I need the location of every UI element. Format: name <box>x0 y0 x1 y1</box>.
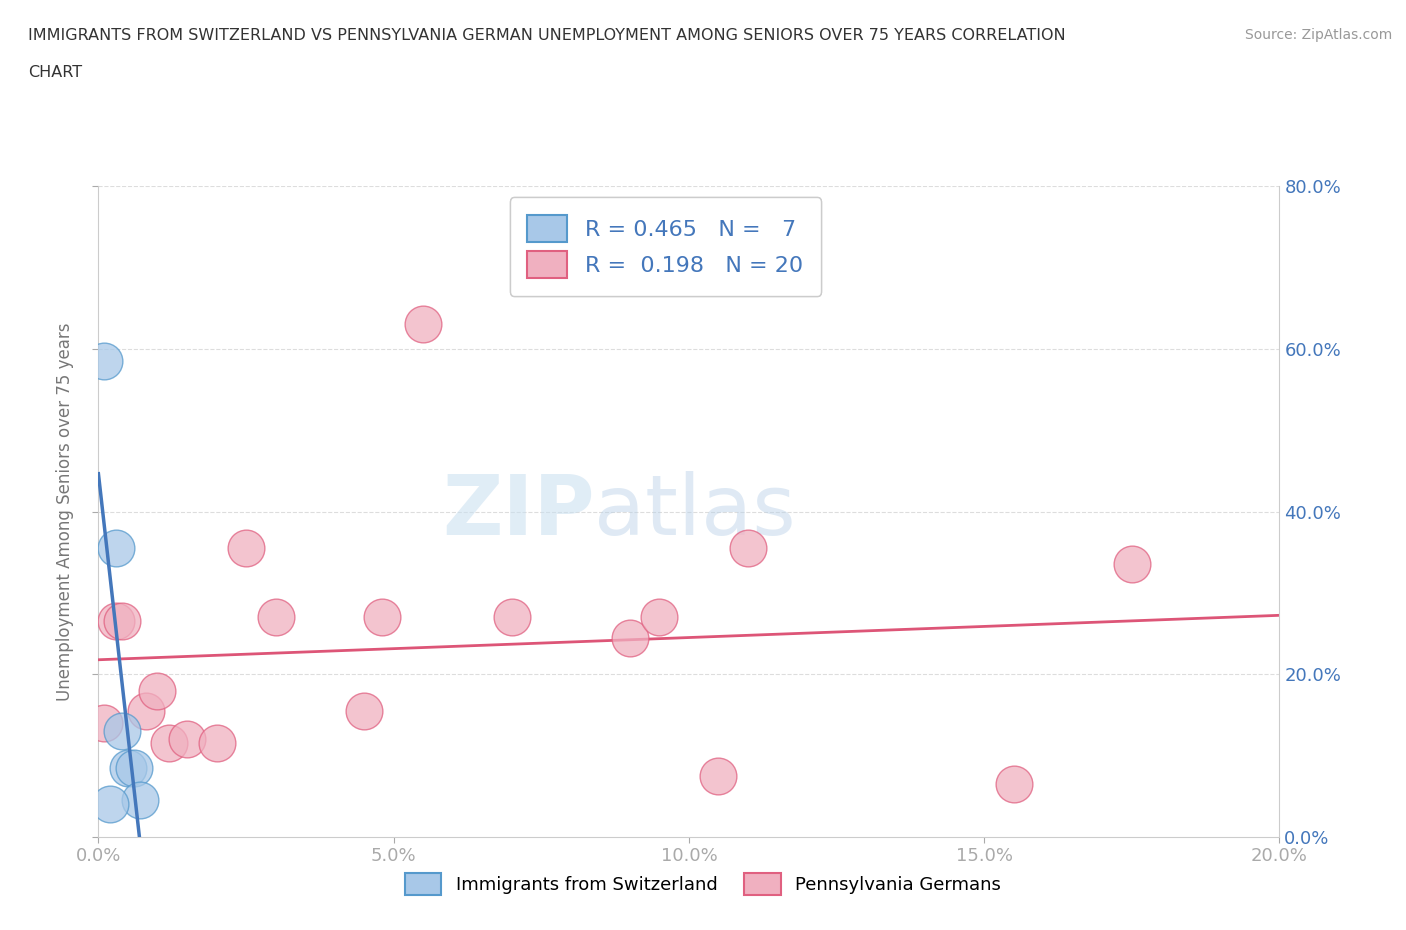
Text: Source: ZipAtlas.com: Source: ZipAtlas.com <box>1244 28 1392 42</box>
Point <box>135 703 157 718</box>
Point <box>1121 557 1143 572</box>
Point <box>264 610 287 625</box>
Point <box>707 768 730 783</box>
Point <box>111 614 134 629</box>
Point <box>157 736 180 751</box>
Text: ZIP: ZIP <box>441 471 595 552</box>
Legend: Immigrants from Switzerland, Pennsylvania Germans: Immigrants from Switzerland, Pennsylvani… <box>398 866 1008 902</box>
Point <box>205 736 228 751</box>
Point <box>105 614 128 629</box>
Point <box>648 610 671 625</box>
Text: CHART: CHART <box>28 65 82 80</box>
Point <box>353 703 375 718</box>
Point <box>122 761 145 776</box>
Y-axis label: Unemployment Among Seniors over 75 years: Unemployment Among Seniors over 75 years <box>56 323 75 700</box>
Point <box>371 610 394 625</box>
Point <box>176 732 198 747</box>
Point <box>146 684 169 698</box>
Legend: R = 0.465   N =   7, R =  0.198   N = 20: R = 0.465 N = 7, R = 0.198 N = 20 <box>509 197 821 296</box>
Text: atlas: atlas <box>595 471 796 552</box>
Point <box>412 317 434 332</box>
Point <box>501 610 523 625</box>
Point <box>737 540 759 555</box>
Point <box>93 353 115 368</box>
Point <box>235 540 257 555</box>
Point <box>1002 777 1025 791</box>
Point <box>619 631 641 645</box>
Text: IMMIGRANTS FROM SWITZERLAND VS PENNSYLVANIA GERMAN UNEMPLOYMENT AMONG SENIORS OV: IMMIGRANTS FROM SWITZERLAND VS PENNSYLVA… <box>28 28 1066 43</box>
Point <box>98 797 121 812</box>
Point <box>105 540 128 555</box>
Point <box>111 724 134 738</box>
Point <box>93 716 115 731</box>
Point <box>117 761 139 776</box>
Point <box>128 793 150 808</box>
